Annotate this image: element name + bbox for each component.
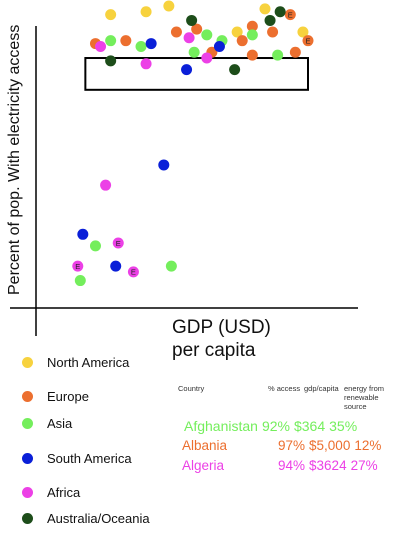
y-axis-label: Percent of pop. With electricity access bbox=[6, 24, 23, 295]
data-point bbox=[158, 159, 170, 171]
legend-dot bbox=[22, 356, 33, 368]
header-country: Country bbox=[178, 384, 205, 393]
data-point bbox=[145, 38, 157, 50]
data-point bbox=[89, 240, 101, 252]
data-point bbox=[236, 35, 248, 47]
cell-energy: 35% bbox=[329, 418, 358, 434]
data-point bbox=[140, 6, 152, 18]
data-point bbox=[170, 26, 182, 38]
legend-item-north-america: North America bbox=[22, 352, 129, 372]
point-label: E bbox=[116, 239, 121, 248]
data-point bbox=[246, 29, 258, 41]
legend-dot bbox=[22, 417, 33, 429]
data-point bbox=[201, 29, 213, 41]
cell-gdp: $3624 bbox=[309, 458, 347, 473]
data-point bbox=[140, 58, 152, 70]
legend-item-south-america: South America bbox=[22, 448, 132, 468]
cell-country: Albania bbox=[182, 438, 228, 453]
x-axis-label-line-2: per capita bbox=[172, 340, 256, 361]
axes bbox=[10, 26, 358, 336]
point-label: E bbox=[131, 268, 136, 277]
table-row: Algeria 94% $3624 27% bbox=[182, 458, 382, 473]
cell-access: 97% bbox=[278, 438, 306, 453]
header-gdp: gdp/capita bbox=[304, 384, 339, 393]
table-row: Albania 97% $5,000 12% bbox=[182, 438, 385, 453]
x-axis-label: GDP (USD) per capita bbox=[172, 316, 322, 362]
data-point bbox=[120, 35, 132, 47]
data-point bbox=[213, 40, 225, 52]
data-point bbox=[302, 35, 314, 47]
cell-country: Afghanistan bbox=[184, 418, 258, 434]
legend-label: Africa bbox=[47, 484, 81, 500]
data-point bbox=[284, 9, 296, 21]
data-point bbox=[274, 6, 286, 18]
data-point bbox=[100, 179, 112, 191]
header-access: % access bbox=[268, 384, 301, 393]
data-points: E E E E E bbox=[72, 0, 314, 287]
data-point bbox=[246, 20, 258, 32]
data-point bbox=[72, 260, 84, 272]
data-point bbox=[181, 64, 193, 76]
data-point bbox=[105, 55, 117, 67]
data-point bbox=[74, 275, 86, 287]
data-point bbox=[259, 3, 271, 15]
legend-dot bbox=[22, 486, 33, 498]
legend-label: North America bbox=[47, 354, 130, 370]
legend-label: Asia bbox=[47, 415, 73, 431]
data-point bbox=[95, 40, 107, 52]
cell-access: 92% bbox=[261, 418, 290, 434]
data-point bbox=[229, 64, 241, 76]
x-axis-label-line-1: GDP (USD) bbox=[172, 317, 271, 338]
data-point bbox=[105, 35, 117, 47]
legend-dot bbox=[22, 452, 33, 464]
cell-energy: 27% bbox=[350, 458, 378, 473]
legend-label: South America bbox=[47, 450, 132, 466]
data-point bbox=[105, 9, 117, 21]
highlight-box bbox=[84, 57, 309, 91]
data-point bbox=[77, 228, 89, 240]
data-point bbox=[267, 26, 279, 38]
point-label: E bbox=[288, 10, 293, 19]
legend-item-africa: Africa bbox=[22, 482, 80, 502]
table-row: Afghanistan 92% $364 35% bbox=[184, 418, 361, 434]
legend-item-europe: Europe bbox=[22, 386, 89, 406]
data-point bbox=[289, 46, 301, 58]
data-point bbox=[135, 40, 147, 52]
data-point bbox=[188, 46, 200, 58]
data-point bbox=[112, 237, 124, 249]
data-point bbox=[264, 14, 276, 26]
point-label: E bbox=[75, 262, 80, 271]
data-point bbox=[231, 26, 243, 38]
legend-label: Europe bbox=[47, 388, 89, 404]
data-point bbox=[201, 52, 213, 64]
data-point bbox=[163, 0, 175, 12]
cell-energy: 12% bbox=[354, 438, 382, 453]
cell-gdp: $5,000 bbox=[309, 438, 351, 453]
data-point bbox=[110, 260, 122, 272]
legend-dot bbox=[22, 512, 33, 524]
data-point bbox=[127, 266, 139, 278]
cell-gdp: $364 bbox=[293, 418, 326, 434]
data-point bbox=[246, 49, 258, 61]
point-label: E bbox=[305, 36, 310, 45]
legend-item-australia-oceania: Australia/Oceania bbox=[22, 508, 150, 528]
cell-country: Algeria bbox=[182, 458, 225, 473]
data-point bbox=[297, 26, 309, 38]
data-point bbox=[191, 23, 203, 35]
data-point bbox=[272, 49, 284, 61]
data-point bbox=[183, 32, 195, 44]
legend-item-asia: Asia bbox=[22, 413, 72, 433]
cell-access: 94% bbox=[278, 458, 306, 473]
data-point bbox=[186, 14, 198, 26]
data-point bbox=[165, 260, 177, 272]
legend-label: Australia/Oceania bbox=[47, 510, 150, 526]
legend-dot bbox=[22, 390, 33, 402]
header-energy: energy from renewable source bbox=[344, 384, 385, 411]
